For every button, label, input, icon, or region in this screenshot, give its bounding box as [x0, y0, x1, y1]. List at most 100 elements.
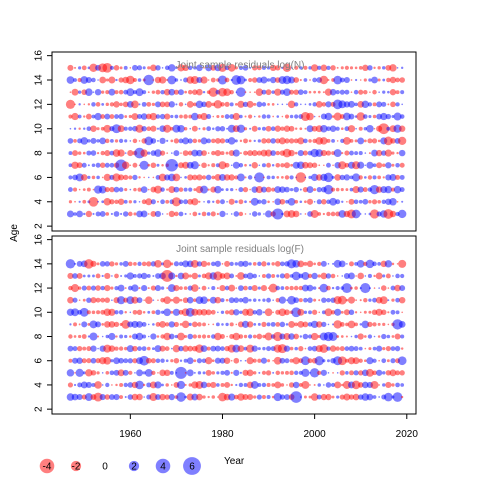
residual-bubble [322, 212, 325, 216]
residual-bubble [220, 199, 225, 205]
residual-bubble [111, 299, 113, 301]
y-tick-label: 12 [34, 282, 45, 294]
residual-bubble [73, 78, 77, 82]
residual-bubble [369, 91, 371, 93]
residual-bubble [253, 395, 257, 399]
residual-bubble [201, 150, 207, 156]
residual-bubble [230, 371, 233, 374]
residual-bubble [358, 199, 363, 204]
residual-bubble [290, 67, 293, 69]
residual-bubble [336, 66, 339, 69]
residual-bubble [198, 164, 201, 167]
residual-bubble [347, 125, 356, 133]
residual-bubble [329, 197, 337, 206]
residual-bubble [268, 283, 278, 293]
residual-bubble [144, 296, 153, 304]
residual-bubble [155, 65, 161, 71]
residual-bubble [285, 370, 289, 375]
residual-bubble [354, 286, 358, 290]
residual-bubble [132, 162, 138, 168]
y-tick-label: 12 [34, 98, 45, 110]
residual-bubble [244, 91, 247, 94]
residual-bubble [332, 164, 334, 167]
residual-bubble [276, 103, 279, 106]
residual-bubble [366, 393, 374, 401]
residual-bubble [303, 395, 307, 399]
residual-bubble [314, 356, 324, 366]
residual-bubble [170, 262, 174, 266]
residual-bubble [157, 139, 159, 142]
residual-bubble [288, 76, 296, 84]
residual-bubble [323, 184, 334, 195]
residual-bubble [139, 160, 149, 170]
residual-bubble [359, 323, 362, 326]
residual-bubble [320, 149, 327, 157]
residual-bubble [372, 89, 377, 95]
y-tick-label: 2 [34, 406, 45, 412]
residual-bubble [335, 90, 340, 95]
residual-bubble [239, 139, 243, 143]
residual-bubble [124, 152, 127, 154]
residual-bubble [158, 173, 167, 182]
residual-bubble [211, 395, 216, 399]
residual-bubble [398, 259, 407, 268]
residual-bubble [387, 90, 390, 94]
residual-bubble [168, 393, 175, 401]
residual-bubble [329, 345, 337, 352]
residual-bubble [281, 103, 284, 106]
residual-bubble [254, 172, 265, 183]
residual-bubble [382, 274, 386, 278]
residual-bubble [103, 173, 111, 182]
residual-bubble [154, 285, 161, 292]
residual-bubble [385, 346, 391, 352]
residual-bubble [94, 112, 102, 121]
residual-bubble [71, 284, 80, 293]
residual-bubble [339, 394, 345, 400]
residual-bubble [152, 323, 155, 326]
residual-bubble [261, 395, 266, 400]
residual-bubble [338, 210, 347, 218]
residual-bubble [202, 395, 206, 399]
residual-bubble [346, 263, 348, 265]
residual-bubble [72, 150, 78, 157]
residual-bubble [315, 149, 324, 157]
legend-bubble [70, 460, 82, 472]
residual-bubble [313, 200, 316, 203]
residual-bubble [183, 187, 188, 192]
residual-bubble [377, 139, 381, 143]
residual-bubble [189, 213, 192, 215]
residual-bubble [149, 112, 158, 121]
residual-bubble [382, 78, 386, 82]
bubbles-group-bottom [65, 259, 407, 403]
residual-bubble [395, 90, 400, 95]
residual-bubble [372, 370, 377, 376]
residual-bubble [90, 260, 97, 267]
residual-bubble [312, 309, 318, 315]
residual-bubble [213, 100, 223, 109]
residual-bubble [283, 125, 291, 132]
residual-bubble [271, 273, 276, 278]
residual-bubble [373, 274, 376, 278]
residual-bubble [77, 151, 82, 155]
residual-bubble [309, 368, 320, 378]
residual-bubble [399, 162, 405, 168]
residual-bubble [362, 198, 369, 205]
residual-bubble [150, 199, 156, 205]
residual-bubble [354, 322, 358, 327]
residual-bubble [113, 357, 120, 365]
residual-bubble [332, 371, 334, 374]
residual-bubble [289, 285, 294, 291]
residual-bubble [324, 88, 333, 96]
residual-bubble [335, 126, 340, 131]
residual-bubble [129, 188, 132, 191]
residual-bubble [207, 287, 210, 289]
residual-bubble [86, 310, 91, 315]
residual-bubble [272, 371, 275, 374]
residual-bubble [223, 88, 231, 97]
residual-bubble [261, 89, 267, 95]
residual-bubble [284, 175, 290, 180]
residual-bubble [280, 261, 285, 267]
residual-bubble [152, 79, 155, 81]
residual-bubble [164, 346, 170, 351]
residual-bubble [320, 393, 327, 401]
